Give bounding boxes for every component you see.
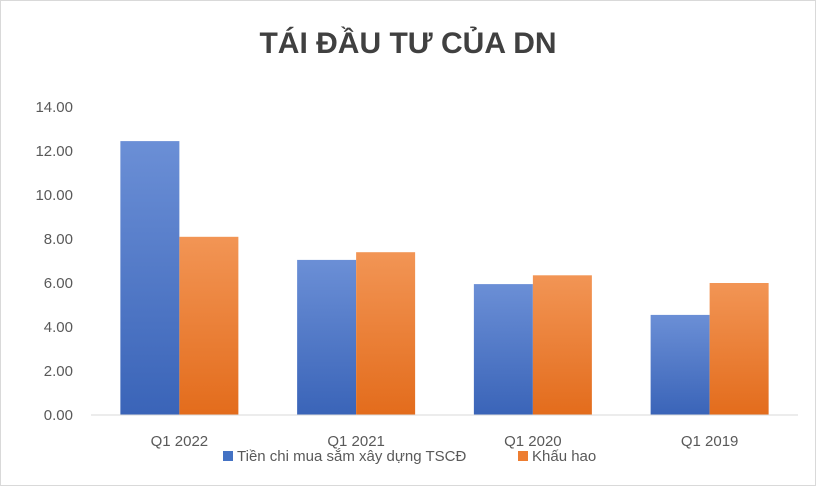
bar-khau-hao-q1-2021 — [356, 252, 416, 415]
x-tick-label: Q1 2019 — [681, 433, 739, 450]
bar-khau-hao-q1-2019 — [709, 283, 769, 415]
y-tick-label: 10.00 — [35, 187, 73, 204]
y-axis: 0.00 2.00 4.00 6.00 8.00 10.00 12.00 14.00 — [35, 99, 73, 424]
bar-khau-hao-q1-2020 — [532, 275, 592, 415]
y-tick-label: 0.00 — [44, 407, 73, 424]
y-tick-label: 6.00 — [44, 275, 73, 292]
bars-group — [120, 141, 769, 415]
y-tick-label: 12.00 — [35, 143, 73, 160]
y-tick-label: 4.00 — [44, 319, 73, 336]
chart-title: TÁI ĐẦU TƯ CỦA DN — [259, 26, 556, 60]
bar-khau-hao-q1-2022 — [179, 236, 239, 415]
y-tick-label: 2.00 — [44, 363, 73, 380]
legend-label: Khấu hao — [532, 448, 596, 465]
bar-tscd-q1-2022 — [120, 141, 180, 415]
y-tick-label: 8.00 — [44, 231, 73, 248]
legend-swatch — [223, 451, 233, 461]
y-tick-label: 14.00 — [35, 99, 73, 116]
legend: Tiền chi mua sắm xây dựng TSCĐ Khấu hao — [223, 448, 596, 465]
bar-tscd-q1-2021 — [297, 259, 357, 415]
legend-label: Tiền chi mua sắm xây dựng TSCĐ — [237, 448, 466, 465]
bar-tscd-q1-2019 — [650, 314, 710, 415]
x-tick-label: Q1 2021 — [327, 433, 385, 450]
x-axis: Q1 2022 Q1 2021 Q1 2020 Q1 2019 — [151, 433, 739, 450]
x-tick-label: Q1 2022 — [151, 433, 209, 450]
legend-swatch — [518, 451, 528, 461]
bar-tscd-q1-2020 — [473, 284, 533, 415]
x-tick-label: Q1 2020 — [504, 433, 562, 450]
